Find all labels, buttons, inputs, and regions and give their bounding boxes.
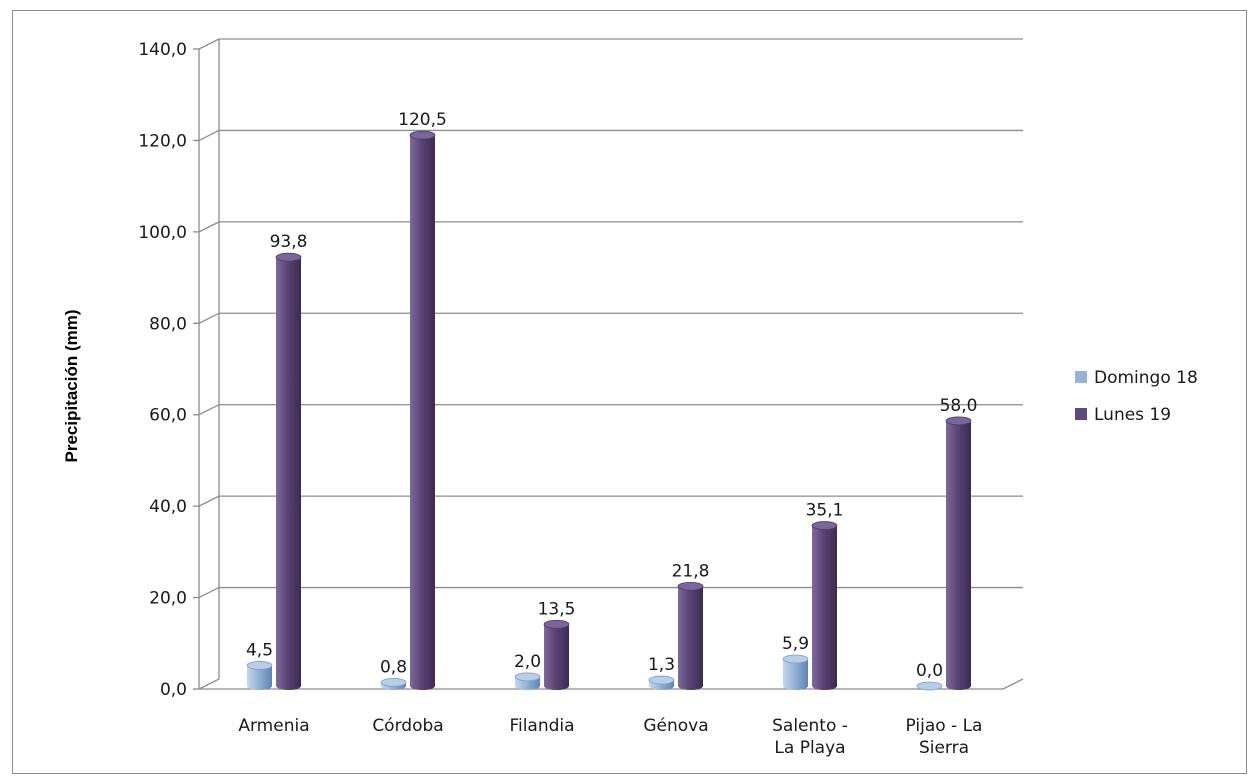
data-label: 1,3: [648, 655, 675, 675]
bar-body: [410, 135, 435, 690]
data-label: 0,8: [380, 657, 407, 677]
bar-top: [782, 654, 809, 664]
data-label: 2,0: [514, 652, 541, 672]
data-label: 5,9: [782, 634, 809, 654]
legend-label: Lunes 19: [1094, 405, 1171, 425]
data-label: 21,8: [672, 561, 710, 581]
data-label: 0,0: [916, 661, 943, 681]
y-tick-label: 80,0: [149, 314, 187, 334]
chart-svg: 0,0 20,0 40,0 60,0 80,0 100,0 120,0 140,0 4,5 93…: [62, 38, 1198, 758]
bar-body: [678, 586, 703, 690]
bar-lunes-19-5: [945, 416, 972, 690]
y-tick-label: 40,0: [149, 497, 187, 517]
bar-body: [946, 420, 971, 690]
gridline-slant: [198, 404, 220, 416]
bar-lunes-19-3: [677, 581, 704, 690]
bar-top: [811, 521, 838, 530]
bar-domingo-18-1: [380, 677, 407, 690]
bar-body: [276, 257, 301, 690]
data-label: 35,1: [806, 501, 844, 521]
bar-top: [543, 619, 570, 629]
data-label: 58,0: [940, 396, 978, 416]
gridline-slant: [198, 586, 220, 599]
bar-top: [916, 681, 943, 691]
x-category-label: Sierra: [919, 738, 969, 758]
x-category-label: Córdoba: [372, 716, 443, 736]
legend-item: Lunes 19: [1075, 405, 1171, 425]
bar-domingo-18-4: [782, 654, 809, 690]
bar-domingo-18-5: [916, 681, 943, 691]
bar-top: [246, 661, 273, 670]
data-label: 93,8: [270, 232, 308, 252]
floor-left-edge: [198, 678, 220, 690]
bars: [246, 130, 972, 691]
legend: Domingo 18 Lunes 19: [1075, 368, 1198, 425]
bar-top: [380, 677, 407, 687]
x-category-label: Salento -: [772, 716, 848, 736]
x-category-label: Armenia: [238, 716, 309, 736]
y-axis-ticks: 0,0 20,0 40,0 60,0 80,0 100,0 120,0 140,0: [138, 40, 199, 700]
bar-body: [783, 659, 808, 690]
x-category-label: Pijao - La: [906, 716, 983, 736]
bar-lunes-19-2: [543, 619, 570, 690]
chart-frame: 0,0 20,0 40,0 60,0 80,0 100,0 120,0 140,0 4,5 93…: [12, 10, 1247, 774]
bar-top: [514, 672, 541, 682]
bar-top: [648, 675, 675, 685]
plot-walls: [198, 39, 1024, 690]
y-tick-label: 100,0: [138, 223, 187, 243]
bar-body: [812, 525, 837, 690]
bar-domingo-18-2: [514, 672, 541, 690]
y-tick-label: 0,0: [160, 680, 187, 700]
x-category-label: Génova: [643, 716, 708, 736]
bar-top: [409, 130, 436, 140]
data-labels: 4,5 93,8 0,8 120,5 2,0 13,5 1,3 21,8 5,9 35,1 0,0 5…: [246, 110, 977, 681]
floor-right-edge: [1002, 678, 1024, 690]
bar-body: [544, 624, 569, 690]
gridline-slant: [198, 312, 220, 324]
bar-domingo-18-0: [246, 661, 273, 690]
y-tick-label: 120,0: [138, 131, 187, 151]
bar-lunes-19-1: [409, 130, 436, 690]
bar-lunes-19-0: [275, 252, 302, 690]
legend-swatch: [1075, 371, 1087, 383]
x-category-label: La Playa: [774, 738, 845, 758]
gridline-slant: [198, 129, 220, 142]
bar-top: [677, 581, 704, 591]
bar-top: [275, 252, 302, 262]
legend-item: Domingo 18: [1075, 368, 1198, 388]
y-tick-label: 140,0: [138, 40, 187, 60]
bar-lunes-19-4: [811, 521, 838, 690]
data-label: 13,5: [538, 599, 576, 619]
legend-swatch: [1075, 408, 1087, 420]
x-axis-labels: Armenia Córdoba Filandia Génova Salento -La …: [238, 716, 982, 758]
y-tick-label: 60,0: [149, 406, 187, 426]
y-tick-label: 20,0: [149, 589, 187, 609]
legend-label: Domingo 18: [1094, 368, 1198, 388]
bar-top: [945, 416, 972, 426]
gridline-slant: [198, 495, 220, 507]
data-label: 4,5: [246, 640, 273, 660]
x-category-label: Filandia: [509, 716, 574, 736]
gridline-slant: [198, 221, 220, 233]
bar-body: [246, 665, 272, 690]
data-label: 120,5: [398, 110, 447, 130]
gridline-slant: [198, 38, 220, 50]
bar-domingo-18-3: [648, 675, 675, 690]
gridlines: [198, 38, 1023, 599]
y-axis-label: Precipitación (mm): [62, 309, 81, 462]
